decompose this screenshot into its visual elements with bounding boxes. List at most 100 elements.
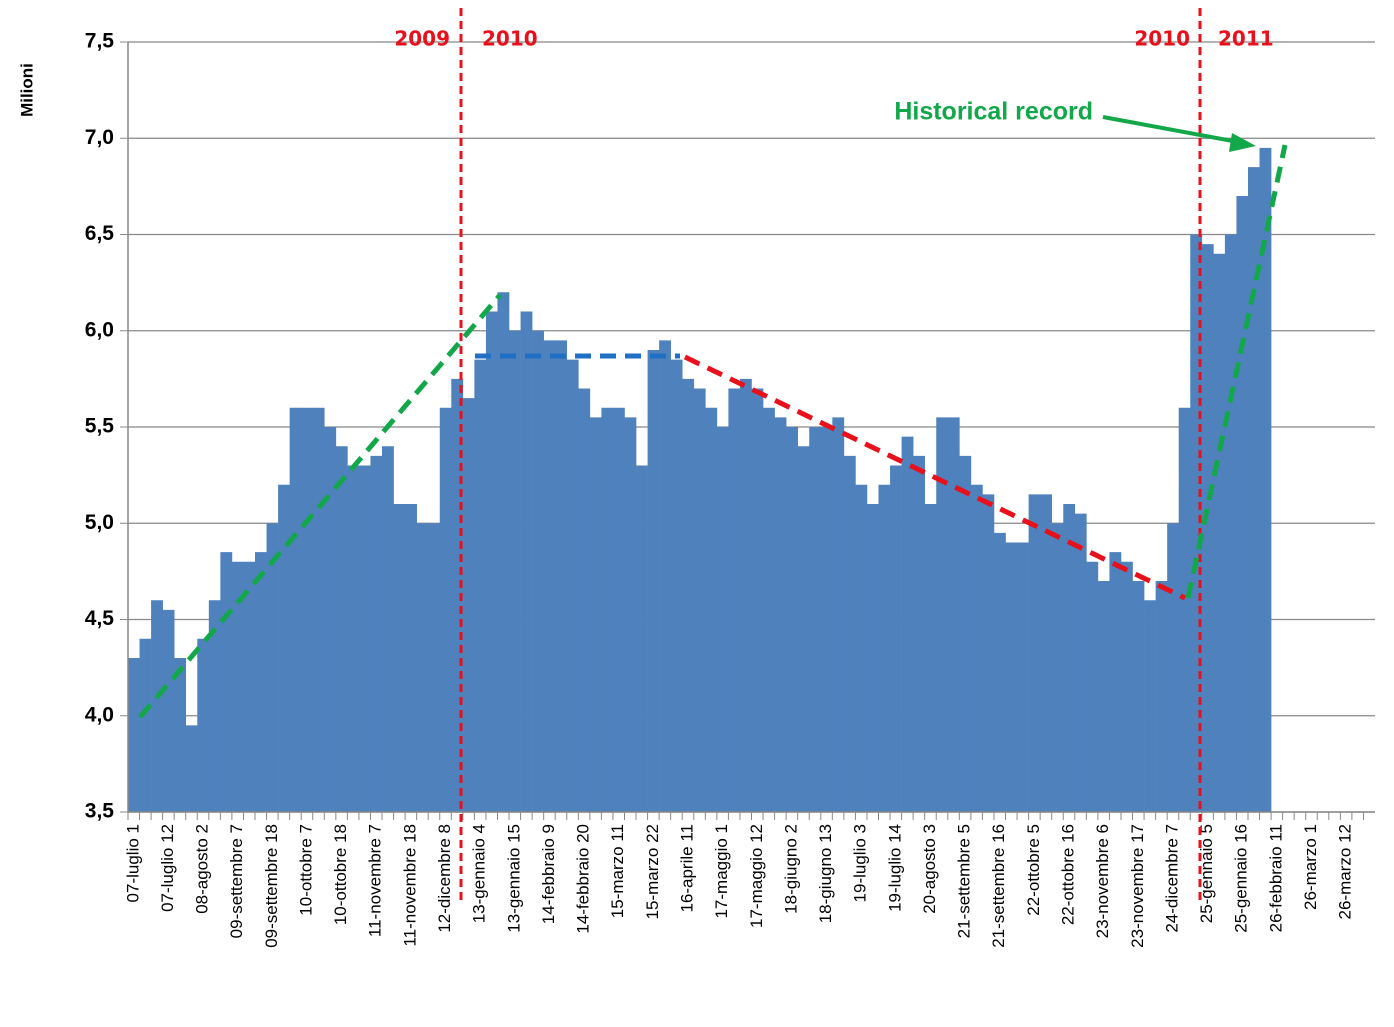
bar xyxy=(543,340,556,812)
x-tick-label: 11-novembre 18 xyxy=(400,824,419,947)
overlay: 2009 2010 2010 2011 Historical record xyxy=(138,8,1288,900)
bar xyxy=(462,398,475,812)
bar xyxy=(797,446,810,812)
bar xyxy=(335,446,348,812)
x-tick-label: 25-gennaio 5 xyxy=(1197,824,1216,923)
x-tick-label: 26-marzo 1 xyxy=(1301,824,1320,910)
bar xyxy=(1063,504,1076,812)
annotation: 2011 xyxy=(1218,27,1274,51)
bar xyxy=(763,407,775,812)
x-tick-label: 26-marzo 12 xyxy=(1336,824,1355,919)
bar xyxy=(913,455,925,812)
bar xyxy=(739,378,752,812)
x-tick-label: 21-settembre 5 xyxy=(955,824,974,938)
bar xyxy=(959,455,972,812)
arrow-head xyxy=(1229,133,1256,152)
x-tick-label: 14-febbraio 9 xyxy=(539,824,558,924)
bar xyxy=(1120,561,1133,812)
bar xyxy=(185,725,198,812)
bar xyxy=(786,427,798,812)
x-tick-label: 10-ottobre 7 xyxy=(296,824,315,916)
bar xyxy=(451,378,464,812)
x-tick-label: 22-ottobre 16 xyxy=(1059,824,1078,925)
x-tick-label: 25-gennaio 16 xyxy=(1232,824,1251,933)
bar xyxy=(612,407,625,812)
bar xyxy=(1132,581,1145,812)
bar xyxy=(405,504,417,812)
trend-line xyxy=(138,293,502,719)
bar xyxy=(843,455,856,812)
bar xyxy=(1040,494,1053,812)
bar xyxy=(601,407,614,812)
x-tick-label: 18-giugno 13 xyxy=(816,824,835,923)
bar xyxy=(728,388,741,812)
bar xyxy=(855,484,868,812)
trend-line xyxy=(1185,144,1288,599)
y-tick-label: 7,0 xyxy=(85,126,114,149)
bar xyxy=(197,638,210,812)
bar xyxy=(589,417,602,812)
trend-line xyxy=(683,354,1187,601)
bar xyxy=(947,417,960,812)
x-tick-label: 21-settembre 16 xyxy=(989,824,1008,948)
bar xyxy=(670,359,683,812)
bar xyxy=(1201,244,1214,812)
x-tick-label: 23-novembre 17 xyxy=(1128,824,1147,948)
bar xyxy=(1109,552,1122,812)
bar xyxy=(682,378,695,812)
bar xyxy=(924,504,937,812)
annotation: 2009 xyxy=(394,27,450,51)
bar xyxy=(416,523,429,812)
x-tick-label: 16-aprile 11 xyxy=(677,824,696,913)
y-tick-label: 4,0 xyxy=(85,703,114,726)
bar xyxy=(370,455,383,812)
bar xyxy=(1178,407,1191,812)
bar xyxy=(1224,234,1237,812)
bar xyxy=(220,552,233,812)
bar xyxy=(324,427,337,812)
bar xyxy=(1236,196,1249,812)
bar xyxy=(1155,581,1168,812)
bar xyxy=(509,330,521,812)
bar xyxy=(774,417,787,812)
x-tick-label: 13-gennaio 15 xyxy=(504,824,523,933)
x-tick-label: 11-novembre 7 xyxy=(366,824,385,937)
bar xyxy=(428,523,441,812)
bar xyxy=(382,446,394,812)
x-tick-label: 22-ottobre 5 xyxy=(1024,824,1043,916)
bar xyxy=(809,427,822,812)
bar xyxy=(1144,600,1156,812)
bar xyxy=(1017,542,1029,812)
bar xyxy=(624,417,637,812)
x-tick-label: 08-agosto 2 xyxy=(193,824,212,914)
bar xyxy=(1097,581,1110,812)
bar xyxy=(347,465,360,812)
bar xyxy=(970,484,983,812)
x-tick-label: 13-gennaio 4 xyxy=(470,824,489,923)
plot-area: 3,5 4,0 4,5 5,0 5,5 6,0 6,5 7,0 7,5 07-luglio 1 07… xyxy=(85,30,1375,948)
bar xyxy=(1190,234,1203,812)
y-axis-label: Milioni xyxy=(17,63,36,117)
y-tick-label: 3,5 xyxy=(85,800,115,823)
bar xyxy=(555,340,568,812)
bar xyxy=(1167,523,1180,812)
x-tick-label: 09-settembre 7 xyxy=(227,824,246,938)
bar xyxy=(659,340,671,812)
annotation: 2010 xyxy=(482,27,538,51)
bar xyxy=(890,465,902,812)
bar xyxy=(289,407,302,812)
x-tick-label: 09-settembre 18 xyxy=(262,824,281,948)
x-tick-label: 10-ottobre 18 xyxy=(331,824,350,925)
bar xyxy=(878,484,891,812)
bar xyxy=(1028,494,1041,812)
bar xyxy=(832,417,845,812)
bar xyxy=(716,427,729,812)
bar xyxy=(439,407,452,812)
bar xyxy=(578,388,591,812)
bar xyxy=(993,532,1006,812)
x-tick-label: 18-giugno 2 xyxy=(781,824,800,914)
x-tick-label: 07-luglio 12 xyxy=(158,824,177,912)
bar xyxy=(1213,253,1226,812)
bar xyxy=(174,658,187,812)
